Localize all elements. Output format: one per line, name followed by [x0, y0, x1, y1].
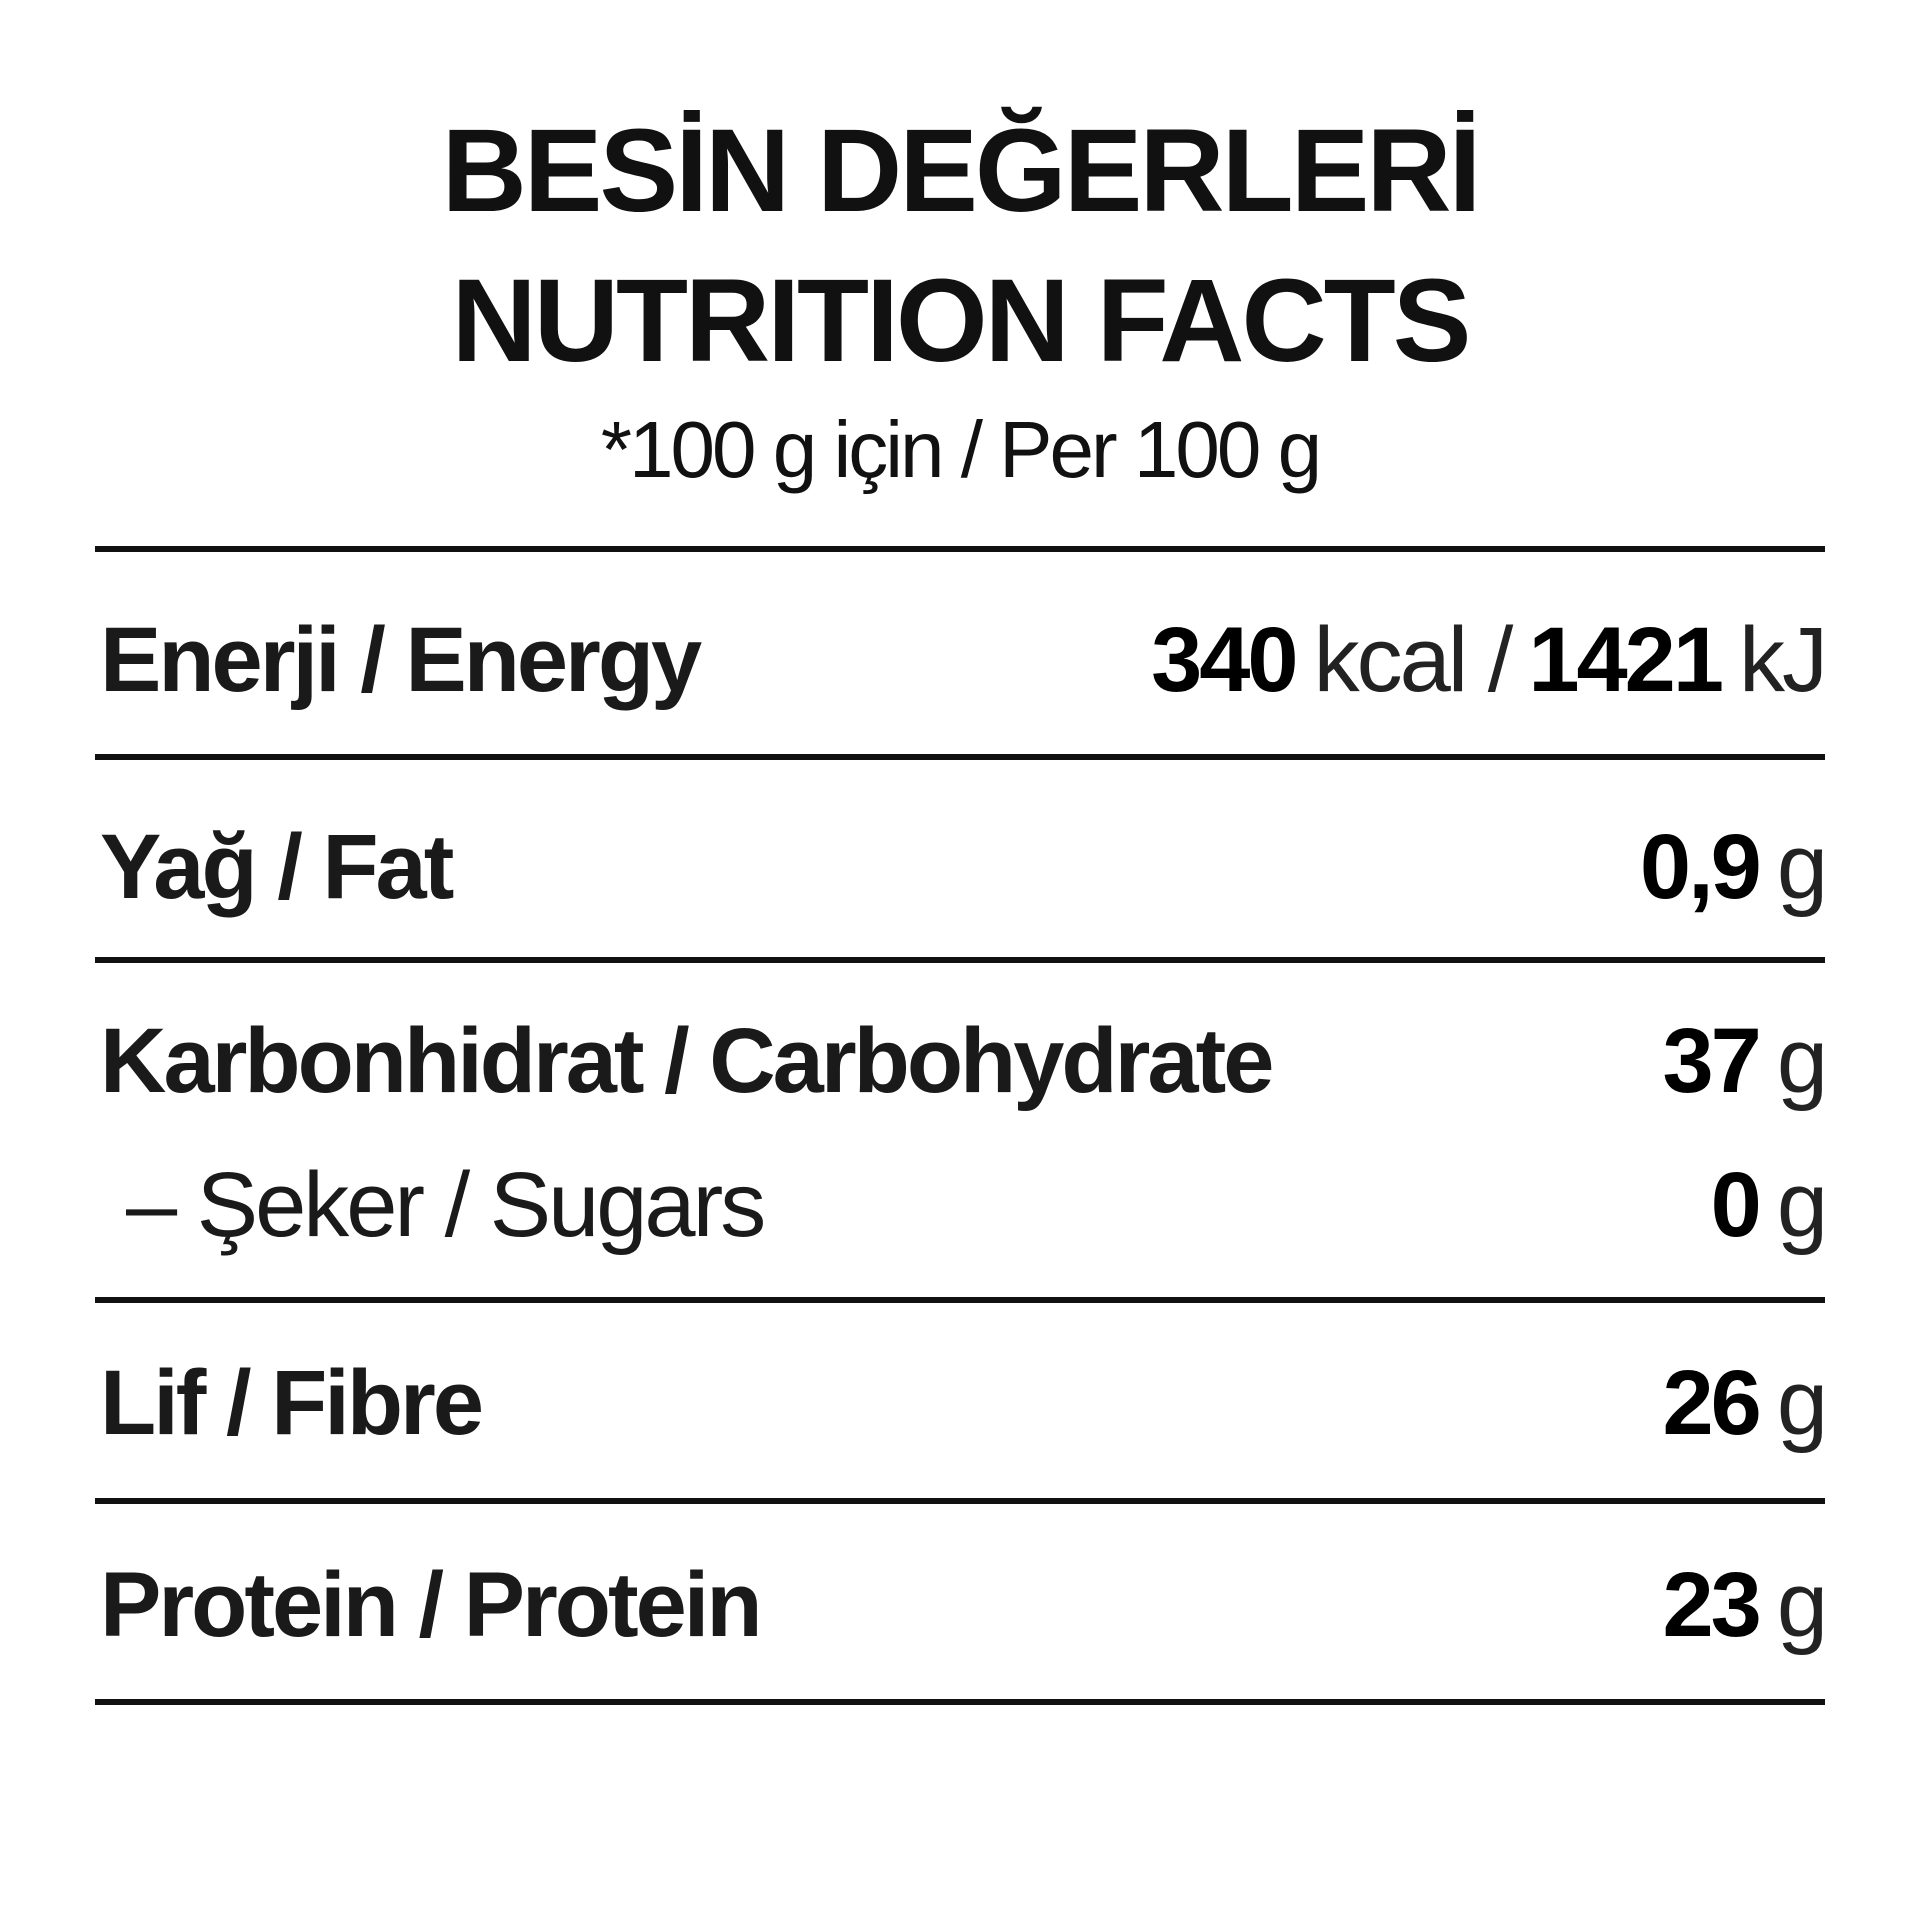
row-label: Protein / Protein	[100, 1554, 763, 1656]
row-value: 23	[1662, 1554, 1761, 1656]
row-value: 0,9	[1639, 816, 1762, 918]
divider	[95, 1699, 1825, 1705]
energy-kcal-unit: kcal /	[1313, 609, 1514, 711]
fat-row: Yağ / Fat 0,9 g	[100, 812, 1828, 922]
title-english: NUTRITION FACTS	[451, 255, 1472, 387]
row-unit: g	[1776, 816, 1828, 918]
row-label: Enerji / Energy	[100, 609, 702, 711]
energy-row: Enerji / Energy 340 kcal / 1421 kJ	[100, 605, 1828, 715]
divider	[95, 754, 1825, 760]
title-turkish: BESİN DEĞERLERİ	[441, 105, 1482, 237]
carbohydrate-row: Karbonhidrat / Carbohydrate 37 g	[100, 1006, 1828, 1116]
row-label: Karbonhidrat / Carbohydrate	[100, 1010, 1274, 1112]
protein-row: Protein / Protein 23 g	[100, 1550, 1828, 1660]
row-value: 26	[1662, 1352, 1761, 1454]
row-unit: g	[1776, 1554, 1828, 1656]
energy-kj-value: 1421	[1528, 609, 1724, 711]
energy-kcal-value: 340	[1151, 609, 1298, 711]
row-unit: g	[1776, 1010, 1828, 1112]
row-label: Lif / Fibre	[100, 1352, 484, 1454]
energy-kj-unit: kJ	[1739, 609, 1828, 711]
divider	[95, 546, 1825, 552]
divider	[95, 1297, 1825, 1303]
row-unit: g	[1776, 1154, 1828, 1256]
row-label: Yağ / Fat	[100, 816, 454, 918]
divider	[95, 957, 1825, 963]
row-value: 0	[1710, 1154, 1762, 1256]
row-label: – Şeker / Sugars	[126, 1154, 766, 1256]
divider	[95, 1498, 1825, 1504]
fibre-row: Lif / Fibre 26 g	[100, 1348, 1828, 1458]
serving-size: *100 g için / Per 100 g	[600, 405, 1322, 494]
row-unit: g	[1776, 1352, 1828, 1454]
row-value: 37	[1662, 1010, 1761, 1112]
